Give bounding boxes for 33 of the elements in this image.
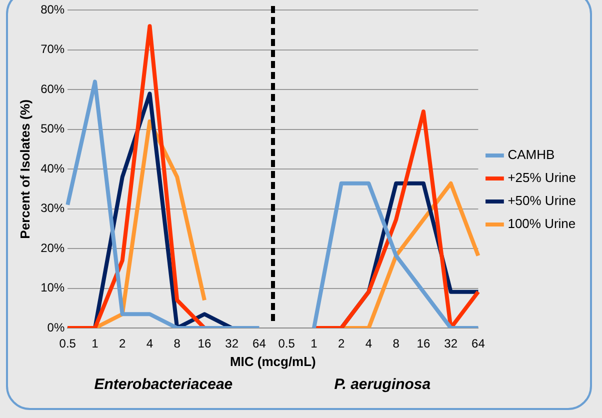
y-tick-label: 30%	[40, 201, 65, 216]
x-tick-label: 32	[225, 336, 239, 351]
x-tick-label: 1	[310, 336, 318, 351]
x-tick-label: 64	[472, 336, 486, 351]
x-tick-label: 1	[92, 336, 99, 351]
legend-label: +25% Urine	[508, 170, 576, 186]
text: Enterobacteriaceae	[93, 376, 234, 393]
legend-label: CAMHB	[508, 147, 555, 162]
x-tick-label: 8	[392, 336, 400, 351]
x-tick-label: 0.5	[59, 336, 76, 351]
text: P. aeruginosa	[333, 376, 432, 393]
x-tick-label: 64	[252, 336, 266, 351]
y-tick-label: 20%	[40, 240, 65, 255]
x-tick-label: 8	[174, 336, 181, 351]
y-tick-label: 60%	[40, 82, 65, 96]
y-tick-label: 40%	[40, 161, 65, 176]
y-tick-label: 50%	[40, 122, 65, 136]
x-tick-label: 4	[146, 336, 154, 351]
y-tick-label: 0%	[47, 320, 65, 334]
y-tick-label: 10%	[40, 280, 65, 295]
legend-label: 100% Urine	[508, 216, 576, 232]
legend-label: +50% Urine	[508, 193, 576, 208]
x-tick-label: 2	[119, 336, 126, 351]
x-tick-label: 32	[444, 336, 458, 351]
x-tick-label: 16	[416, 336, 430, 351]
x-tick-label: 2	[338, 336, 346, 351]
y-tick-label: 70%	[40, 42, 65, 56]
y-axis-title: Percent of Isolates (%)	[17, 99, 32, 239]
x-tick-label: 16	[198, 336, 212, 351]
x-axis-title: MIC (mcg/mL)	[230, 354, 316, 369]
x-tick-label: 4	[365, 336, 372, 351]
y-tick-label: 80%	[40, 2, 65, 17]
x-tick-label: 0.5	[278, 336, 296, 351]
